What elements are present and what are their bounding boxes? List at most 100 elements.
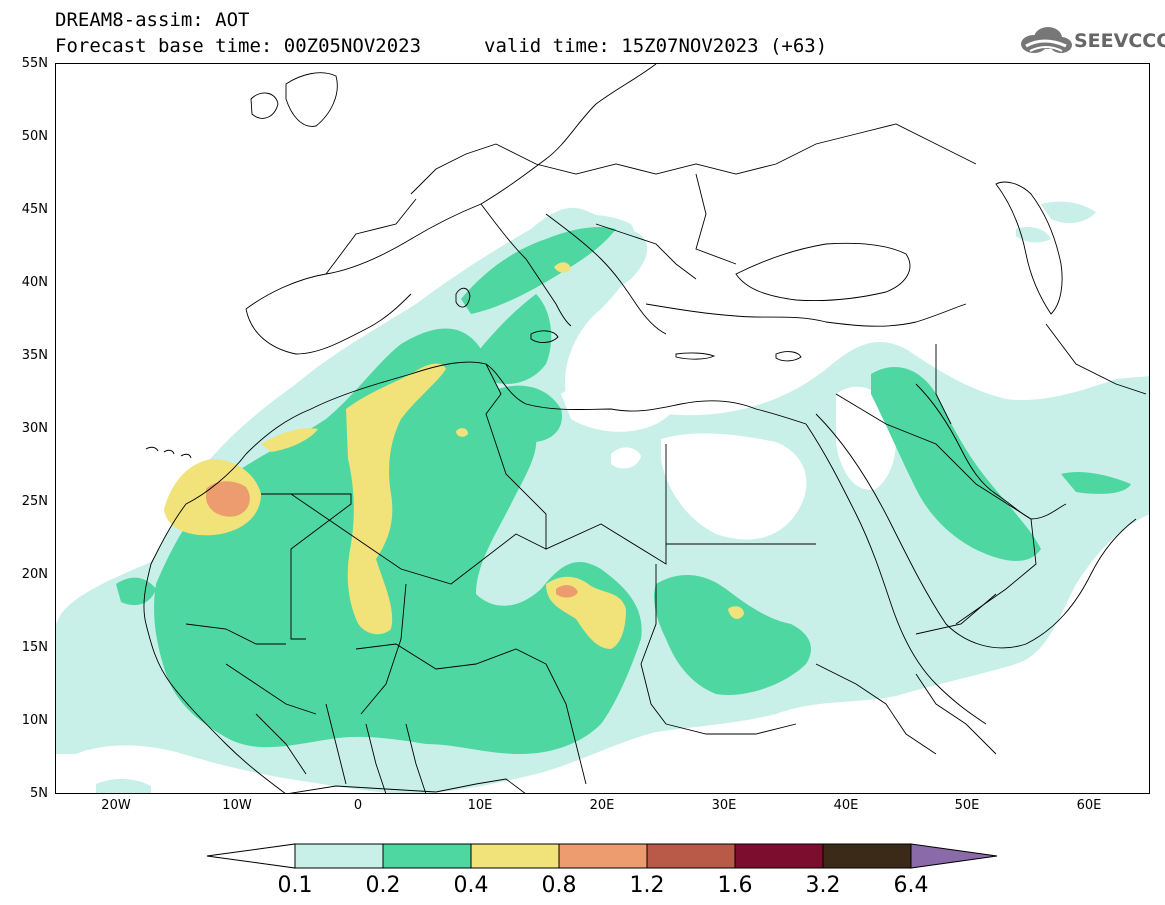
aot-level-2-algeria xyxy=(486,385,562,443)
border-balkans-inner xyxy=(595,223,697,280)
colorbar xyxy=(206,843,998,869)
border-niger-nigeria xyxy=(355,643,547,670)
border-central-europe xyxy=(495,143,777,175)
x-tick-label: 30E xyxy=(711,798,737,813)
aot-level-3-tunisia-dot xyxy=(456,428,468,437)
coastline-turkey xyxy=(645,303,967,327)
coastline-uk xyxy=(285,72,338,127)
aot-level-2-chad xyxy=(654,574,811,695)
aot-level-3-sudan-dot xyxy=(728,606,744,619)
coastline-balkans xyxy=(545,213,667,335)
coastline-europe xyxy=(245,64,657,310)
coastline-cyprus xyxy=(775,351,802,362)
border-saudi xyxy=(835,393,1037,625)
border-west-africa-5 xyxy=(365,723,387,793)
border-iraq-iran xyxy=(935,344,952,425)
coastline-iberia xyxy=(245,293,412,355)
border-libya xyxy=(485,363,667,565)
x-tick-label: 20W xyxy=(101,798,131,813)
y-tick-label: 35N xyxy=(21,348,48,363)
y-tick-label: 30N xyxy=(21,421,48,436)
aot-level-3-algeria-band xyxy=(346,363,446,635)
colorbar-label: 0.4 xyxy=(453,873,489,898)
coastline-italy xyxy=(480,203,572,327)
y-tick-label: 15N xyxy=(21,640,48,655)
aot-level-1-west-coast xyxy=(96,779,151,793)
y-tick-label: 40N xyxy=(21,275,48,290)
border-yemen xyxy=(915,593,997,635)
clear-sky-north xyxy=(611,447,641,469)
aot-level-1-black-sea xyxy=(1016,227,1051,243)
forecast-base-time: Forecast base time: 00Z05NOV2023 xyxy=(55,35,422,57)
y-tick-label: 50N xyxy=(21,129,48,144)
colorbar-label: 3.2 xyxy=(805,873,841,898)
border-eastern-europe xyxy=(695,173,737,265)
x-tick-label: 40E xyxy=(833,798,859,813)
coastline-caspian xyxy=(995,181,1063,315)
map-title: DREAM8-assim: AOT xyxy=(55,9,250,31)
y-tick-label: 10N xyxy=(21,713,48,728)
x-tick-label: 10E xyxy=(467,798,493,813)
border-mali-niger xyxy=(360,583,407,715)
border-sudan-south xyxy=(665,723,797,735)
coastline-black-sea xyxy=(735,242,911,302)
y-tick-label: 20N xyxy=(21,567,48,582)
border-russia xyxy=(775,123,977,165)
border-west-africa-3 xyxy=(255,713,307,775)
y-tick-label: 45N xyxy=(21,202,48,217)
coastline-sardinia xyxy=(455,287,471,308)
aot-level-3-atlas xyxy=(261,428,318,452)
colorbar-label: 6.4 xyxy=(893,873,929,898)
aot-level-4-shading xyxy=(206,481,578,598)
clear-sky-egypt xyxy=(661,433,807,540)
logo-text: SEEVCCC xyxy=(1074,30,1165,52)
x-tick-label: 60E xyxy=(1076,798,1102,813)
colorbar-segment xyxy=(470,843,560,869)
border-sahara-west xyxy=(261,493,352,640)
clear-sky-libya xyxy=(561,360,684,432)
border-france-germany xyxy=(410,143,497,195)
valid-time: valid time: 15Z07NOV2023 (+63) xyxy=(484,35,828,57)
border-cameroon xyxy=(545,663,587,785)
colorbar-label: 1.2 xyxy=(629,873,665,898)
y-tick-label: 25N xyxy=(21,494,48,509)
colorbar-label: 0.2 xyxy=(365,873,401,898)
colorbar-segment xyxy=(382,843,472,869)
colorbar-segment xyxy=(822,843,912,869)
map-svg xyxy=(56,64,1149,793)
coastline-north-africa xyxy=(245,361,807,455)
cloud-icon xyxy=(1021,27,1072,53)
colorbar-label: 1.6 xyxy=(717,873,753,898)
colorbar-segment xyxy=(734,843,824,869)
border-west-africa-2 xyxy=(225,663,317,715)
map-area xyxy=(55,63,1150,794)
aot-level-2-tunisia xyxy=(476,294,552,384)
y-tick-label: 5N xyxy=(30,786,48,801)
y-tick-label: 55N xyxy=(21,56,48,71)
coastline-crete xyxy=(675,352,716,360)
border-somalia xyxy=(915,673,997,755)
x-tick-label: 0 xyxy=(353,798,363,813)
coastline-canaries xyxy=(145,446,192,459)
coastline-gulf-of-guinea xyxy=(289,778,526,793)
border-iran-east xyxy=(1045,323,1147,395)
coastline-west-africa xyxy=(143,453,286,793)
x-tick-label: 10W xyxy=(222,798,252,813)
country-borders xyxy=(143,64,1147,793)
border-france-spain xyxy=(325,198,417,275)
seevccc-logo: SEEVCCC xyxy=(1018,24,1165,58)
coastline-ireland xyxy=(250,92,279,119)
border-ethiopia xyxy=(815,663,937,755)
x-tick-label: 50E xyxy=(954,798,980,813)
colorbar-segment xyxy=(646,843,736,869)
aot-level-1-caspian xyxy=(1041,201,1096,224)
coastline-arabia xyxy=(815,413,1137,649)
aot-level-3-croatia xyxy=(554,262,571,273)
coastline-sicily xyxy=(530,330,559,343)
aot-level-2-italy xyxy=(461,227,616,314)
border-west-africa-4 xyxy=(325,703,347,785)
border-west-africa-1 xyxy=(185,623,286,645)
border-west-africa-6 xyxy=(405,723,427,793)
aot-level-4-chad xyxy=(556,585,578,598)
colorbar-segment xyxy=(294,843,384,869)
